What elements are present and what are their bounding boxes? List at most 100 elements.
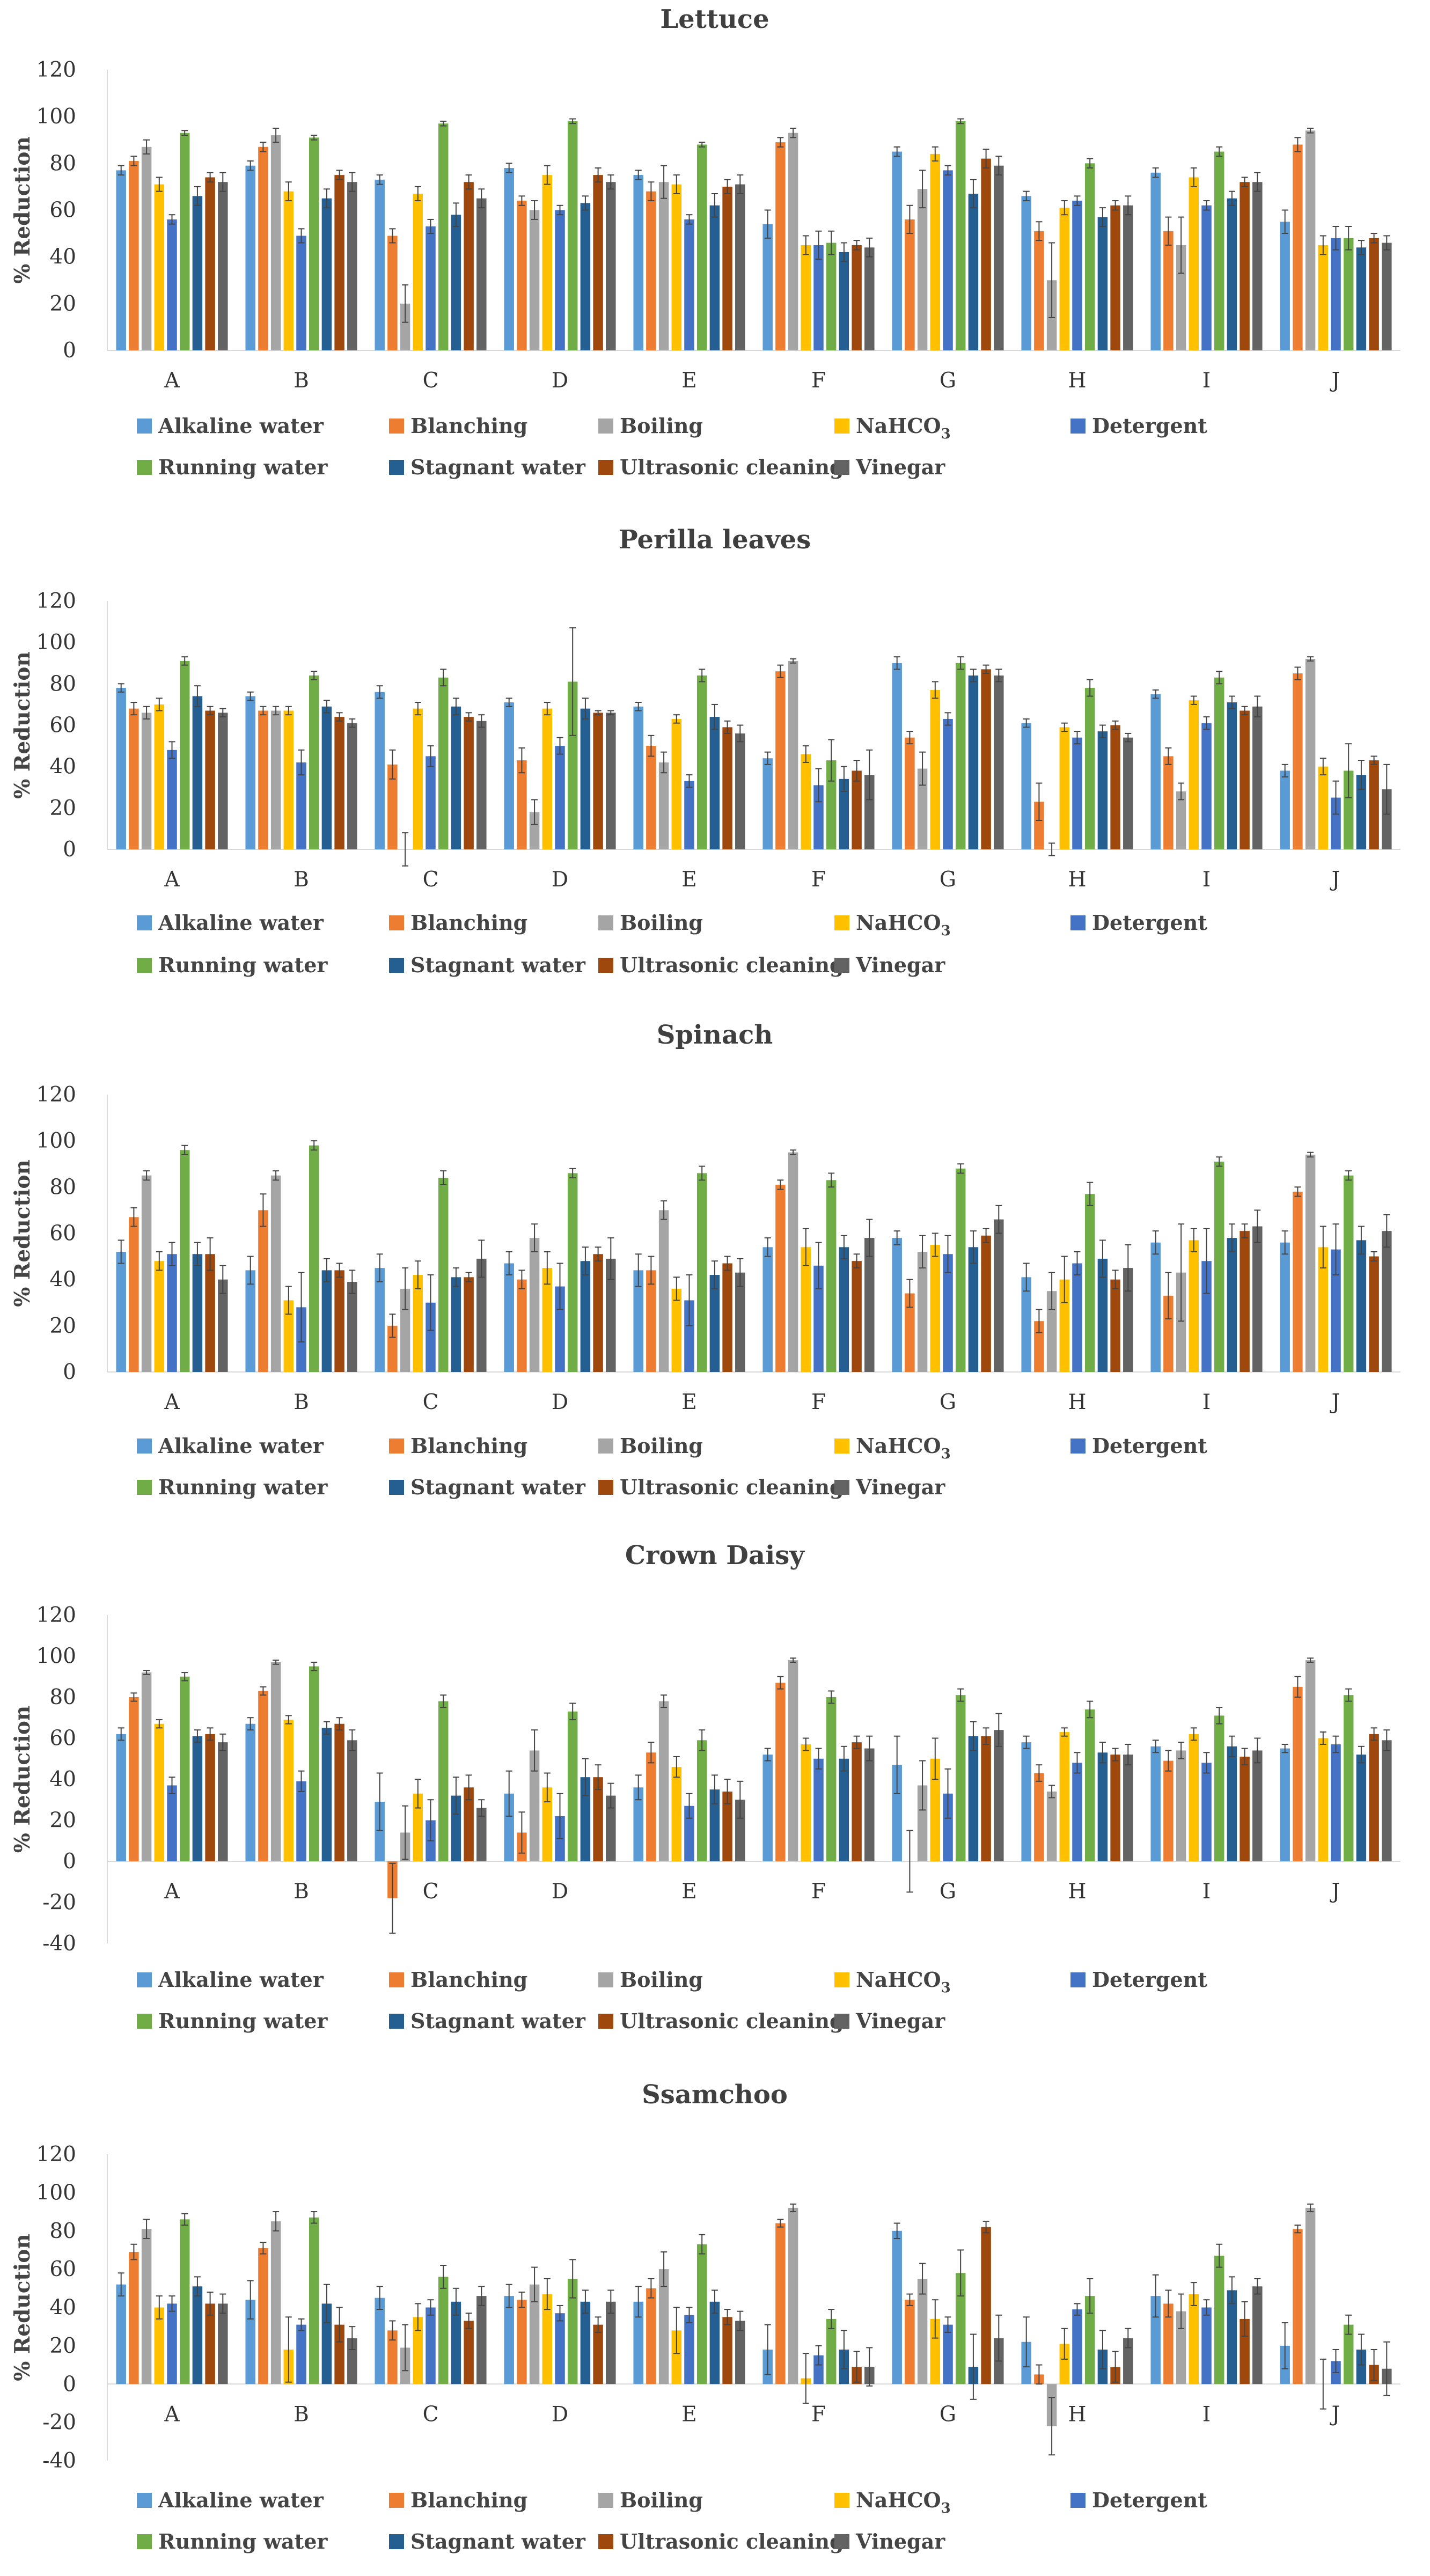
bar-stagnant-water-j [1356,247,1367,350]
legend-label: Blanching [410,911,527,935]
y-tick-label: 0 [63,339,76,363]
legend-item-vinegar: Vinegar [834,2529,945,2553]
bar-blanching-i [1163,231,1174,350]
legend-item-nahco3: NaHCO3 [834,911,951,939]
bar-running-water-h [1085,163,1095,350]
x-tick-label: G [940,1880,956,1904]
bar-running-water-c [438,123,449,350]
bar-detergent-j [1331,238,1341,350]
bar-stagnant-water-i [1227,702,1237,849]
bar-stagnant-water-c [451,707,461,849]
bar-stagnant-water-a [193,1736,203,1861]
x-tick-label: A [164,1880,180,1904]
bar-alkaline-water-e [633,707,643,849]
legend-swatch [389,2493,404,2508]
bar-running-water-c [438,1701,449,1861]
bar-vinegar-c [476,2296,487,2384]
bar-stagnant-water-g [969,1736,979,1861]
bar-blanching-a [129,2252,139,2384]
bar-running-water-b [309,1667,319,1861]
bar-stagnant-water-d [581,203,591,350]
x-tick-label: A [164,1390,180,1414]
legend-item-ultrasonic-cleaning: Ultrasonic cleaning [598,2529,844,2553]
bar-blanching-b [258,1210,268,1372]
x-tick-label: E [681,369,696,393]
bar-boiling-j [1306,2208,1316,2384]
legend-swatch [389,1480,404,1495]
y-tick-label: 80 [49,2219,76,2243]
bar-running-water-b [309,676,319,849]
legend-item-running-water: Running water [137,455,328,479]
bar-vinegar-e [735,1273,745,1372]
bar-blanching-a [129,709,139,849]
legend-swatch [834,460,849,475]
bar-ultrasonic-cleaning-b [334,1724,344,1861]
bar-detergent-b [296,236,306,350]
x-tick-label: D [552,1880,568,1904]
legend-item-ultrasonic-cleaning: Ultrasonic cleaning [598,2009,844,2033]
bar-blanching-b [258,1691,268,1861]
x-tick-label: F [811,1880,826,1904]
bar-stagnant-water-e [710,1275,720,1372]
bar-detergent-e [684,781,694,849]
bar-stagnant-water-i [1227,1238,1237,1372]
bar-blanching-b [258,710,268,849]
bar-detergent-g [943,170,953,350]
y-axis-label: % Reduction [10,1159,35,1307]
bar-ultrasonic-cleaning-a [205,1734,215,1861]
bar-detergent-a [167,2303,177,2384]
legend-swatch [598,958,613,973]
x-tick-label: C [423,369,439,393]
bar-detergent-c [426,756,436,849]
y-tick-label: 60 [49,1727,76,1751]
y-tick-label: 100 [36,630,76,655]
bar-ultrasonic-cleaning-h [1110,1280,1120,1372]
bar-blanching-f [775,2223,786,2384]
legend-swatch [389,419,404,434]
bar-detergent-a [167,219,177,350]
bar-nahco3-i [1189,1734,1199,1861]
bar-alkaline-water-j [1280,1749,1290,1861]
y-tick-label: 20 [49,292,76,316]
bar-blanching-j [1293,2229,1303,2384]
bar-nahco3-j [1318,245,1329,350]
bar-alkaline-water-a [116,1252,126,1372]
legend-label: Vinegar [855,2529,945,2553]
legend-swatch [598,2534,613,2549]
bar-alkaline-water-i [1150,173,1161,350]
bar-boiling-a [142,1672,152,1861]
legend-item-vinegar: Vinegar [834,2009,945,2033]
x-tick-label: I [1202,1390,1211,1414]
bar-stagnant-water-h [1098,1752,1108,1861]
legend-label: NaHCO3 [856,911,951,939]
x-tick-label: H [1068,1880,1086,1904]
legend-swatch [389,460,404,475]
bar-boiling-b [271,1176,281,1372]
bar-boiling-f [788,133,798,350]
legend-label: Running water [158,953,328,977]
bar-stagnant-water-h [1098,217,1108,350]
legend-item-ultrasonic-cleaning: Ultrasonic cleaning [598,953,844,977]
legend-swatch [834,1480,849,1495]
bar-detergent-a [167,1785,177,1861]
legend-item-detergent: Detergent [1070,1968,1207,1992]
bar-detergent-h [1072,1763,1082,1861]
legend-label: Ultrasonic cleaning [620,2529,844,2553]
bar-vinegar-i [1252,182,1263,350]
bar-nahco3-e [672,719,682,849]
y-tick-label: 120 [36,58,76,82]
legend-swatch [389,1972,404,1987]
legend-label: Boiling [620,911,703,935]
bar-nahco3-a [155,1724,165,1861]
bar-detergent-i [1201,2308,1212,2384]
bar-nahco3-a [155,185,165,350]
bar-ultrasonic-cleaning-e [722,187,732,350]
y-tick-label: 80 [49,1175,76,1199]
y-tick-label: -20 [42,1891,76,1915]
bar-running-water-f [826,1180,837,1372]
bar-vinegar-d [606,2302,616,2384]
y-tick-label: 60 [49,199,76,223]
bar-boiling-j [1306,1155,1316,1372]
y-tick-label: 100 [36,105,76,129]
